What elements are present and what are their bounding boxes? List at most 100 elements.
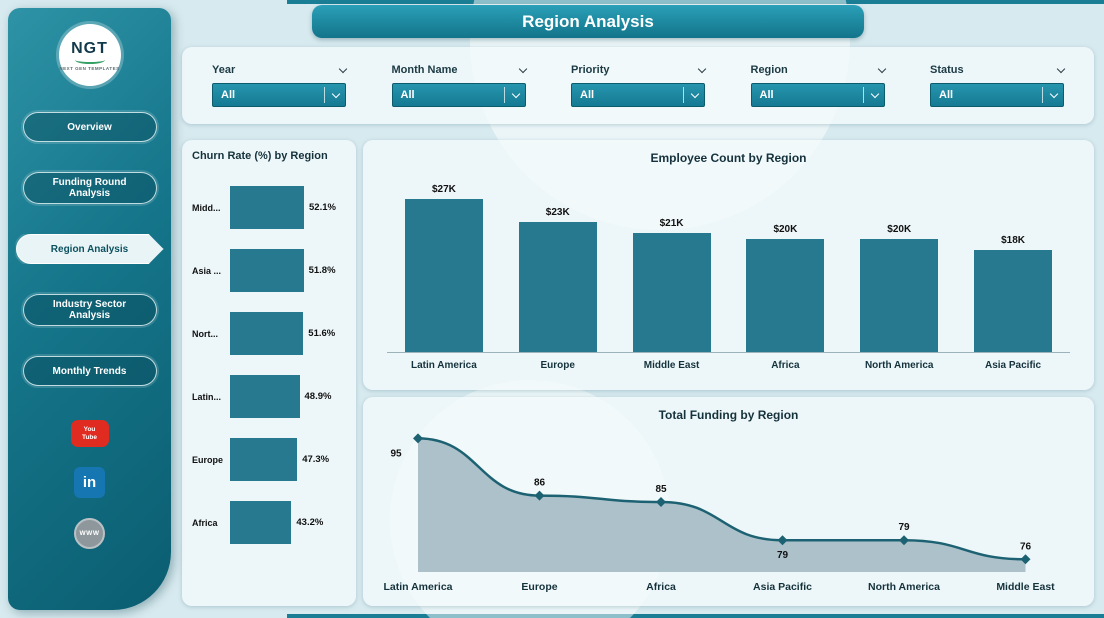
point-value-label: 86 — [534, 478, 546, 489]
dropdown-chevron — [324, 87, 343, 103]
employee-bar-column: $21K — [617, 218, 727, 352]
logo-text: NGT — [71, 39, 108, 57]
logo-swoosh — [74, 56, 105, 64]
funding-chart-title: Total Funding by Region — [658, 408, 799, 422]
filter-region-dropdown[interactable]: All — [750, 83, 885, 107]
employee-bar[interactable] — [518, 221, 597, 352]
churn-bar-row: Nort... 51.6% — [192, 302, 348, 365]
youtube-icon[interactable]: You Tube — [70, 420, 109, 447]
churn-bar[interactable] — [230, 501, 292, 544]
y-axis-label: Asia ... — [192, 265, 222, 276]
chevron-down-icon — [511, 89, 520, 98]
sidebar: NGT NEXT GEN TEMPLATES Overview Funding R… — [8, 8, 171, 610]
data-point-marker[interactable] — [534, 490, 545, 501]
bar-value-label: 51.8% — [308, 265, 336, 276]
chevron-down-icon — [331, 89, 341, 98]
page-title: Region Analysis — [522, 11, 654, 31]
filter-label: Status — [930, 64, 964, 76]
y-axis-label: Midd... — [192, 202, 221, 213]
page-title-banner: Region Analysis — [312, 5, 864, 38]
churn-bar[interactable] — [230, 186, 304, 229]
filter-label-row: Month Name — [392, 64, 527, 76]
data-point-marker[interactable] — [899, 535, 909, 546]
chevron-down-icon[interactable] — [338, 64, 348, 73]
filter-label-row: Region — [751, 64, 886, 76]
point-value-label: 79 — [777, 550, 789, 561]
y-axis-label: Africa — [192, 517, 218, 528]
linkedin-icon[interactable]: in — [74, 467, 105, 498]
churn-bar[interactable] — [230, 438, 298, 481]
employee-x-axis: Latin America Europe Middle East Africa Nort… — [387, 353, 1070, 371]
data-point-marker[interactable] — [413, 433, 423, 444]
logo: NGT NEXT GEN TEMPLATES — [58, 24, 121, 86]
filter-priority-dropdown[interactable]: All — [571, 83, 705, 107]
x-axis-label: Middle East — [643, 360, 700, 371]
dropdown-chevron — [1042, 87, 1061, 103]
sidebar-item-funding-round-analysis[interactable]: Funding Round Analysis — [22, 172, 157, 204]
churn-bar[interactable] — [230, 312, 304, 355]
employee-bar-column: $27K — [389, 184, 499, 352]
employee-chart-title: Employee Count by Region — [650, 151, 807, 165]
bar-value-label: $18K — [1001, 235, 1025, 246]
linkedin-label: in — [82, 474, 97, 491]
churn-bar-row: Midd... 52.1% — [192, 176, 348, 239]
filter-label: Year — [212, 64, 236, 76]
filter-value: All — [759, 89, 774, 101]
x-axis-label: Europe — [540, 360, 575, 371]
bar-value-label: 48.9% — [304, 391, 332, 402]
churn-chart-title: Churn Rate (%) by Region — [192, 150, 328, 162]
chevron-down-icon[interactable] — [518, 64, 527, 73]
chevron-down-icon[interactable] — [1056, 64, 1066, 73]
filter-status-dropdown[interactable]: All — [930, 83, 1064, 107]
data-point-marker[interactable] — [656, 497, 666, 507]
churn-bar[interactable] — [230, 375, 300, 418]
social-links: You Tube in WWW — [70, 420, 109, 549]
sidebar-item-label: Industry Sector Analysis — [52, 299, 127, 321]
bar-value-label: $27K — [431, 184, 456, 195]
globe-icon[interactable]: WWW — [74, 518, 105, 549]
sidebar-item-region-analysis[interactable]: Region Analysis — [15, 234, 164, 264]
employee-bar-column: $18K — [958, 235, 1068, 352]
bar-value-label: 52.1% — [309, 202, 336, 213]
employee-bar[interactable] — [860, 238, 939, 352]
sidebar-item-label: Funding Round Analysis — [52, 177, 127, 199]
data-point-marker[interactable] — [777, 535, 788, 546]
trend-line — [417, 437, 1026, 561]
churn-bar-row: Asia ... 51.8% — [192, 239, 348, 302]
churn-bar[interactable] — [230, 249, 304, 292]
filter-priority: Priority All — [571, 64, 707, 107]
sidebar-item-industry-sector-analysis[interactable]: Industry Sector Analysis — [22, 294, 157, 326]
filter-month-name: Month Name All — [391, 64, 527, 107]
point-value-label: 85 — [655, 484, 667, 495]
employee-bar[interactable] — [632, 233, 711, 352]
employee-bar[interactable] — [746, 238, 825, 352]
data-point-marker[interactable] — [1020, 554, 1031, 565]
filter-label-row: Priority — [571, 64, 707, 76]
chevron-down-icon — [1049, 89, 1059, 98]
x-axis-label: Middle East — [996, 581, 1055, 593]
filter-value: All — [939, 89, 954, 101]
sidebar-item-monthly-trends[interactable]: Monthly Trends — [22, 356, 157, 386]
bar-value-label: 51.6% — [308, 328, 336, 339]
filter-value: All — [580, 89, 595, 101]
churn-bar-chart: Midd... 52.1% Asia ... 51.8% Nort... 51.6% Lat… — [192, 176, 348, 554]
filter-year-dropdown[interactable]: All — [212, 83, 346, 107]
chevron-down-icon[interactable] — [697, 64, 707, 73]
churn-bar-row: Latin... 48.9% — [192, 365, 348, 428]
point-value-label: 95 — [390, 448, 402, 459]
dropdown-chevron — [862, 87, 882, 103]
sidebar-item-label: Monthly Trends — [52, 365, 127, 377]
chevron-down-icon[interactable] — [877, 64, 886, 73]
sidebar-item-overview[interactable]: Overview — [22, 112, 157, 142]
bar-value-label: 43.2% — [296, 517, 324, 528]
filter-value: All — [400, 89, 415, 101]
sidebar-item-label: Region Analysis — [50, 243, 129, 255]
filter-month-name-dropdown[interactable]: All — [391, 83, 526, 107]
employee-bar[interactable] — [404, 199, 483, 352]
filter-region: Region All — [750, 64, 886, 107]
y-axis-label: Nort... — [192, 328, 218, 339]
x-axis-label: North America — [864, 360, 934, 371]
chevron-down-icon — [870, 89, 879, 98]
employee-bar[interactable] — [974, 250, 1053, 352]
